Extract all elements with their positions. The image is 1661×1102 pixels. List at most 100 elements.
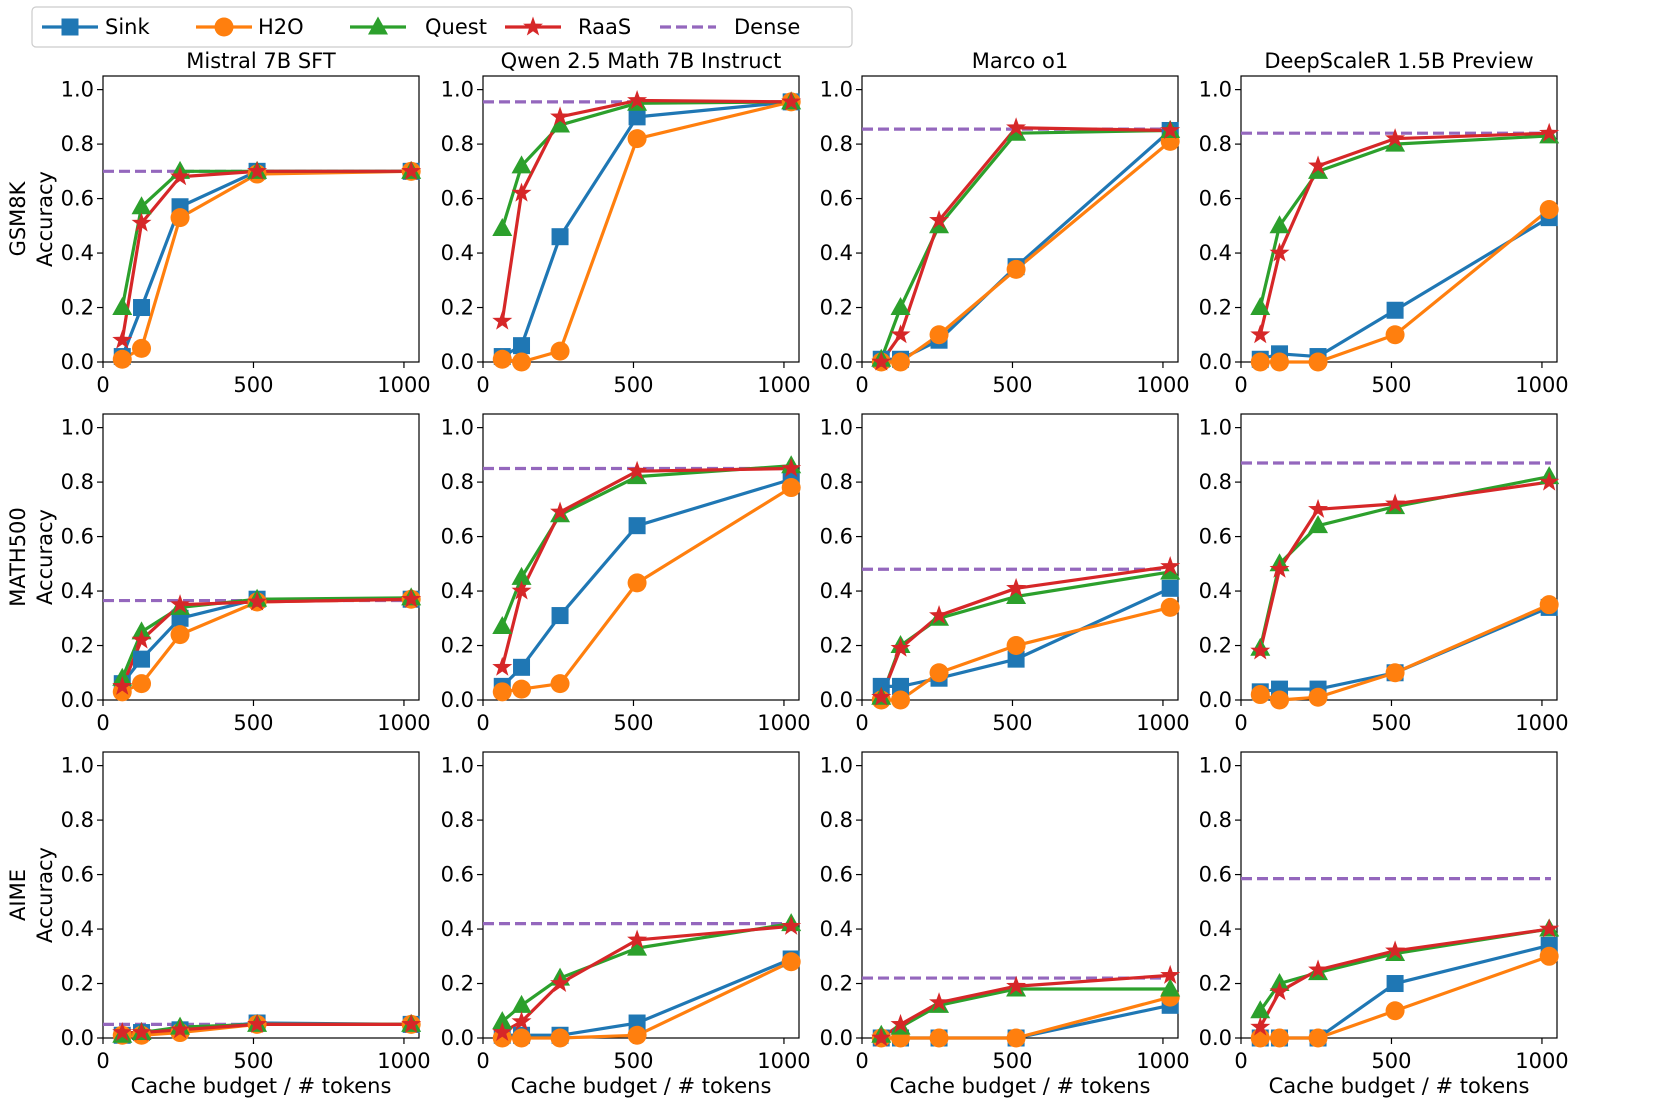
x-tick-label: 0 [96, 1049, 109, 1073]
point-h2o [512, 352, 532, 372]
point-h2o [170, 625, 190, 645]
point-quest [1006, 585, 1027, 604]
series-line-sink [501, 477, 792, 688]
y-tick-label: 0.0 [820, 688, 853, 712]
point-raas [871, 351, 892, 371]
point-raas [1539, 122, 1560, 142]
point-raas [871, 686, 892, 706]
y-tick-label: 0.8 [61, 470, 94, 494]
point-quest [627, 937, 648, 956]
y-tick-label: 0.4 [1199, 917, 1232, 941]
point-h2o [132, 674, 152, 694]
y-tick-label: 0.8 [820, 808, 853, 832]
point-h2o [1250, 685, 1270, 705]
point-quest [511, 994, 532, 1013]
legend-marker-raas [523, 16, 543, 36]
x-tick-label: 500 [613, 1049, 653, 1073]
series-line-h2o [1260, 954, 1550, 1040]
y-tick-label: 0.4 [820, 917, 853, 941]
point-h2o [512, 679, 532, 699]
y-tick-label: 1.0 [61, 78, 94, 102]
series-line-quest [879, 570, 1171, 698]
point-h2o [1006, 259, 1026, 279]
point-h2o [1308, 352, 1328, 372]
series-line-quest [1258, 134, 1550, 308]
point-h2o [1385, 325, 1405, 345]
point-quest [890, 297, 911, 316]
point-h2o [492, 349, 512, 369]
series-line-raas [879, 126, 1171, 363]
series-line-sink [1260, 605, 1550, 694]
plot-frame [482, 75, 800, 363]
y-tick-label: 0.0 [1199, 1026, 1232, 1050]
point-h2o [1385, 1001, 1405, 1021]
x-tick-label: 0 [476, 711, 489, 735]
series-line-h2o [121, 169, 412, 361]
legend-entry-quest: Quest [350, 15, 487, 39]
x-tick-label: 1000 [1515, 373, 1568, 397]
point-sink [1386, 975, 1404, 993]
legend-entry-raas: RaaS [505, 15, 631, 39]
x-tick-label: 0 [855, 711, 868, 735]
legend-entry-dense: Dense [660, 15, 800, 39]
y-tick-label: 1.0 [441, 78, 474, 102]
panel-title: Qwen 2.5 Math 7B Instruct [501, 49, 782, 73]
y-tick-label: 0.8 [441, 808, 474, 832]
point-h2o [627, 573, 647, 593]
point-raas [112, 329, 133, 349]
point-raas [1006, 577, 1027, 597]
point-raas [1269, 981, 1290, 1001]
y-tick-label: 0.6 [61, 525, 94, 549]
x-tick-label: 500 [613, 373, 653, 397]
panel-title: Marco o1 [972, 49, 1068, 73]
panel-math500-marco-o1: 0.0 0.2 0.4 0.6 0.8 1.0 0 500 1000 [820, 413, 1190, 735]
series-line-raas [501, 924, 792, 1034]
x-axis-label: Cache budget / # tokens [131, 1074, 392, 1098]
x-tick-label: 500 [1371, 373, 1411, 397]
point-raas [247, 591, 268, 611]
point-raas [247, 1013, 268, 1033]
point-raas [1308, 959, 1329, 979]
point-raas [781, 91, 802, 111]
y-tick-label: 0.0 [61, 688, 94, 712]
point-raas [401, 588, 422, 608]
point-raas [401, 1013, 422, 1033]
panel-aime-qwen-2-5-math-7b-instruct: 0.0 0.2 0.4 0.6 0.8 1.0 0 500 1000 [441, 751, 811, 1073]
y-tick-label: 0.6 [441, 863, 474, 887]
point-raas [1385, 493, 1406, 513]
y-tick-label: 0.8 [820, 132, 853, 156]
legend-label: H2O [258, 15, 304, 39]
x-tick-label: 500 [992, 711, 1032, 735]
y-tick-label: 0.6 [820, 525, 853, 549]
point-h2o [891, 352, 911, 372]
y-tick-label: 1.0 [61, 416, 94, 440]
point-sink [1161, 579, 1179, 597]
plot-frame [102, 75, 420, 363]
point-raas [1539, 918, 1560, 938]
legend: Sink H2O Quest RaaS Dense [31, 6, 853, 48]
series-line-h2o [1260, 208, 1551, 364]
point-h2o [1270, 352, 1290, 372]
point-raas [781, 457, 802, 477]
x-tick-label: 1000 [1515, 711, 1568, 735]
y-tick-label: 0.4 [441, 241, 474, 265]
legend-marker-sink [61, 18, 79, 36]
panel-gsm8k-qwen-2-5-math-7b-instruct: 0.0 0.2 0.4 0.6 0.8 1.0 0 500 1000 Qwen 2.5 Math … [441, 49, 811, 397]
y-tick-label: 0.4 [61, 917, 94, 941]
x-tick-label: 1000 [1136, 711, 1189, 735]
x-tick-label: 500 [233, 1049, 273, 1073]
plot-frame [861, 75, 1179, 363]
point-raas [1006, 117, 1027, 137]
point-raas [1308, 498, 1329, 518]
x-tick-label: 0 [855, 1049, 868, 1073]
x-tick-label: 1000 [1136, 373, 1189, 397]
point-h2o [929, 325, 949, 345]
point-h2o [1308, 1028, 1328, 1048]
x-tick-label: 1000 [757, 1049, 810, 1073]
series-line-raas [879, 564, 1171, 698]
panel-aime-deepscaler-1-5b-preview: 0.0 0.2 0.4 0.6 0.8 1.0 0 500 1000 [1199, 751, 1569, 1073]
y-tick-label: 0.0 [441, 688, 474, 712]
point-raas [247, 160, 268, 180]
